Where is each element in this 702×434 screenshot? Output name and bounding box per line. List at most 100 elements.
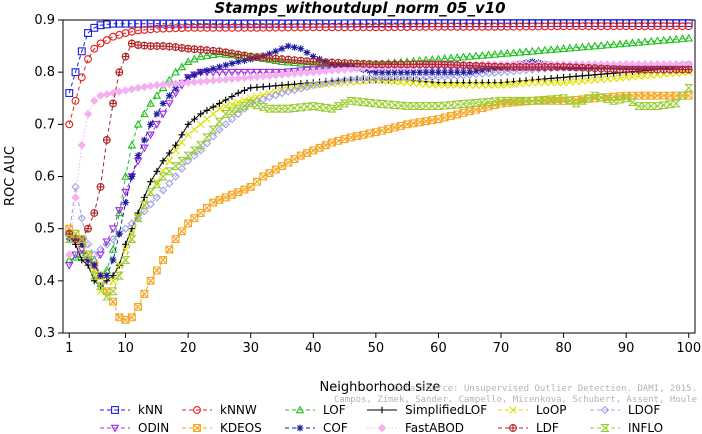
data-point [158, 172, 168, 181]
chart-title: Stamps_withoutdupl_norm_05_v10 [214, 0, 505, 17]
data-point [447, 112, 455, 120]
data-point [214, 117, 225, 126]
data-point [597, 75, 605, 84]
data-point [133, 83, 143, 92]
data-point [127, 84, 137, 94]
data-point [193, 406, 201, 414]
data-point [159, 256, 168, 264]
data-point [90, 96, 99, 106]
x-tick-label: 70 [493, 341, 510, 356]
data-point [403, 78, 411, 87]
data-point [415, 73, 424, 82]
data-point [684, 91, 693, 100]
series-knnw [65, 22, 693, 129]
data-point [171, 79, 180, 88]
data-point [158, 110, 168, 119]
data-point [177, 78, 187, 88]
data-point [184, 130, 192, 139]
legend-label: LoOP [536, 403, 567, 417]
data-point [634, 37, 644, 46]
data-point [290, 69, 299, 78]
data-point [271, 56, 281, 64]
data-point [84, 256, 92, 264]
data-point [515, 96, 525, 105]
data-point [183, 151, 193, 160]
data-point [240, 51, 249, 60]
data-point [291, 43, 298, 51]
data-point [572, 72, 580, 80]
x-tick-label: 60 [430, 341, 447, 356]
data-point [259, 172, 268, 181]
data-point [140, 193, 148, 201]
legend-label: INFLO [628, 421, 663, 434]
data-point [209, 65, 217, 73]
data-point [177, 227, 186, 236]
data-point [421, 117, 430, 126]
data-point [234, 58, 242, 66]
legend-item-knn: kNN [100, 403, 163, 417]
data-point [178, 131, 186, 139]
data-point [390, 123, 399, 132]
data-point [108, 88, 118, 98]
data-point [171, 172, 180, 181]
data-point [409, 119, 418, 128]
data-point [121, 86, 130, 95]
data-point [596, 41, 606, 49]
data-point [190, 214, 199, 223]
data-point [390, 73, 399, 82]
data-point [428, 68, 436, 76]
data-point [553, 44, 562, 53]
legend-item-simplifiedlof: SimplifiedLOF [367, 403, 487, 417]
data-point [447, 68, 455, 76]
data-point [303, 149, 311, 157]
legend-item-fastabod: FastABOD [367, 421, 464, 434]
data-point [102, 136, 111, 144]
data-point [646, 36, 656, 45]
data-point [414, 102, 425, 111]
data-point [477, 98, 487, 107]
data-point [278, 81, 286, 89]
data-point [241, 57, 248, 64]
data-point [440, 113, 449, 122]
data-point [410, 68, 417, 76]
y-tick-label: 0.8 [34, 65, 55, 80]
data-point [396, 101, 406, 110]
data-point [246, 182, 255, 191]
data-point [196, 120, 205, 129]
data-point [71, 96, 80, 105]
data-point [84, 224, 92, 233]
data-point [246, 73, 255, 82]
data-point [621, 94, 631, 103]
data-point [265, 55, 274, 63]
data-point [289, 104, 300, 112]
data-point [483, 97, 494, 106]
data-point [378, 68, 386, 76]
data-point [253, 177, 261, 186]
series-line-fastabod [68, 63, 689, 255]
data-point [278, 162, 286, 171]
data-point [428, 80, 436, 89]
data-point [258, 102, 268, 111]
data-point [165, 179, 174, 188]
data-point [115, 87, 124, 96]
data-point [633, 102, 644, 111]
data-point [83, 109, 93, 119]
data-point [453, 68, 461, 76]
data-point [609, 39, 618, 48]
data-point [158, 80, 168, 89]
data-point [78, 240, 86, 248]
data-point [77, 141, 86, 150]
data-point [459, 108, 468, 117]
data-point [184, 120, 192, 128]
data-point [666, 69, 674, 78]
data-point [434, 115, 443, 124]
data-point [384, 68, 392, 76]
data-point [84, 29, 92, 37]
data-point [215, 196, 224, 204]
series-ldf [65, 39, 693, 243]
data-point [271, 90, 280, 100]
data-point [95, 282, 106, 290]
data-point [133, 214, 143, 223]
y-tick-label: 0.9 [34, 13, 55, 28]
data-point [502, 96, 513, 105]
